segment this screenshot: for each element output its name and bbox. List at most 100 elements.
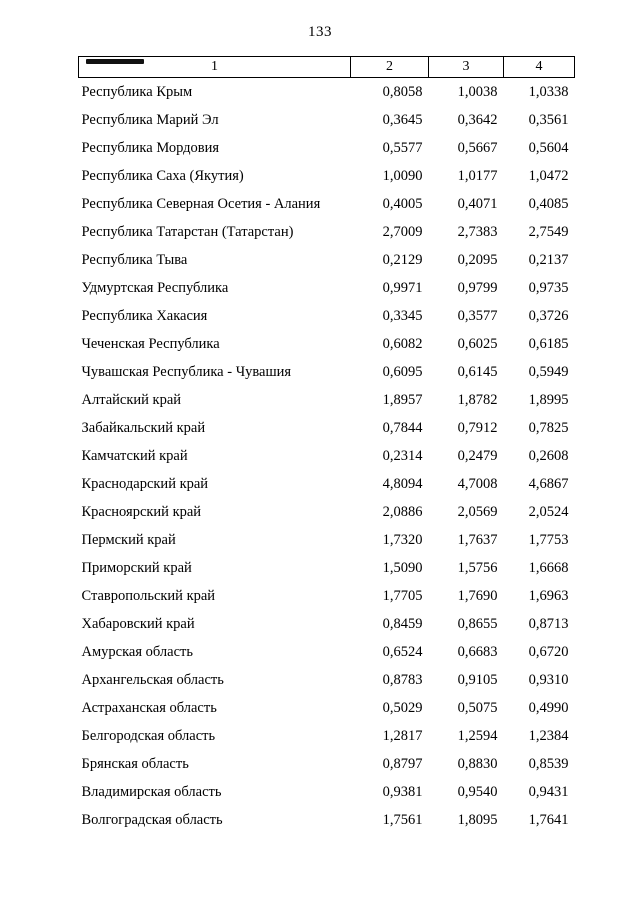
region-name: Республика Крым — [81, 83, 193, 100]
header-label-2: 2 — [386, 59, 393, 74]
table-row: Приморский край 1,5090 1,5756 1,6668 — [79, 554, 575, 582]
region-name: Приморский край — [81, 559, 192, 576]
value-cell: 0,9431 — [528, 783, 569, 800]
region-name: Республика Мордовия — [81, 139, 220, 156]
value-cell: 1,7641 — [528, 811, 569, 828]
value-cell: 0,2479 — [457, 447, 498, 464]
header-label-3: 3 — [462, 59, 470, 74]
header-cell-4: 4 — [503, 56, 575, 78]
table-row: Красноярский край 2,0886 2,0569 2,0524 — [79, 498, 575, 526]
value-cell: 0,6683 — [457, 643, 498, 660]
region-name: Владимирская область — [81, 783, 222, 800]
value-cell: 1,2594 — [457, 727, 498, 744]
value-cell: 0,9540 — [457, 783, 498, 800]
value-cell: 0,7912 — [457, 419, 498, 436]
value-cell: 0,6185 — [528, 335, 569, 352]
table-row: Волгоградская область 1,7561 1,8095 1,7641 — [79, 806, 575, 834]
value-cell: 1,8995 — [528, 391, 569, 408]
value-cell: 0,8830 — [457, 755, 498, 772]
value-cell: 1,7637 — [457, 531, 498, 548]
value-cell: 1,0338 — [528, 83, 569, 100]
value-cell: 1,7690 — [457, 587, 498, 604]
table-row: Архангельская область 0,8783 0,9105 0,9310 — [79, 666, 575, 694]
table-row: Республика Хакасия 0,3345 0,3577 0,3726 — [79, 302, 575, 330]
value-cell: 0,9799 — [457, 279, 498, 296]
value-cell: 0,5577 — [382, 139, 423, 156]
value-cell: 1,7753 — [528, 531, 569, 548]
region-name: Удмуртская Республика — [81, 279, 229, 296]
value-cell: 0,8539 — [528, 755, 569, 772]
table-body: Республика Крым 0,8058 1,0038 1,0338 Республ… — [79, 78, 575, 835]
table-row: Чеченская Республика 0,6082 0,6025 0,6185 — [79, 330, 575, 358]
value-cell: 2,7383 — [457, 223, 498, 240]
table-row: Ставропольский край 1,7705 1,7690 1,6963 — [79, 582, 575, 610]
value-cell: 0,7844 — [382, 419, 423, 436]
region-name: Брянская область — [81, 755, 189, 772]
value-cell: 1,7561 — [382, 811, 423, 828]
value-cell: 0,5667 — [457, 139, 498, 156]
value-cell: 0,3577 — [457, 307, 498, 324]
value-cell: 1,0090 — [382, 167, 423, 184]
value-cell: 1,7320 — [382, 531, 423, 548]
table-row: Краснодарский край 4,8094 4,7008 4,6867 — [79, 470, 575, 498]
region-name: Красноярский край — [81, 503, 202, 520]
value-cell: 1,2817 — [382, 727, 423, 744]
table-row: Пермский край 1,7320 1,7637 1,7753 — [79, 526, 575, 554]
region-name: Республика Татарстан (Татарстан) — [81, 223, 294, 240]
region-name: Забайкальский край — [81, 419, 206, 436]
value-cell: 0,4005 — [382, 195, 423, 212]
value-cell: 1,8957 — [382, 391, 423, 408]
value-cell: 4,6867 — [528, 475, 569, 492]
table-row: Белгородская область 1,2817 1,2594 1,2384 — [79, 722, 575, 750]
value-cell: 0,5949 — [528, 363, 569, 380]
table-row: Республика Тыва 0,2129 0,2095 0,2137 — [79, 246, 575, 274]
header-cell-3: 3 — [428, 56, 504, 78]
region-name: Архангельская область — [81, 671, 224, 688]
value-cell: 1,0177 — [457, 167, 498, 184]
table-row: Республика Татарстан (Татарстан) 2,7009 2,… — [79, 218, 575, 246]
value-cell: 0,9971 — [382, 279, 423, 296]
region-name: Амурская область — [81, 643, 193, 660]
value-cell: 0,9105 — [457, 671, 498, 688]
region-name: Чувашская Республика - Чувашия — [81, 363, 292, 380]
header-label-1: 1 — [211, 59, 218, 74]
header-cell-1: 1 — [78, 56, 351, 78]
value-cell: 0,6720 — [528, 643, 569, 660]
region-name: Алтайский край — [81, 391, 182, 408]
region-name: Республика Тыва — [81, 251, 188, 268]
value-cell: 0,2129 — [382, 251, 423, 268]
value-cell: 1,6963 — [528, 587, 569, 604]
table-row: Чувашская Республика - Чувашия 0,6095 0,61… — [79, 358, 575, 386]
value-cell: 1,2384 — [528, 727, 569, 744]
table-row: Республика Саха (Якутия) 1,0090 1,0177 1,04… — [79, 162, 575, 190]
header-cell-2: 2 — [350, 56, 429, 78]
regions-table: 1 2 3 4 Республика Крым 0,8058 1,0038 1,033… — [78, 56, 575, 834]
table-row: Республика Марий Эл 0,3645 0,3642 0,3561 — [79, 106, 575, 134]
region-name: Пермский край — [81, 531, 176, 548]
value-cell: 0,5604 — [528, 139, 569, 156]
region-name: Камчатский край — [81, 447, 188, 464]
value-cell: 0,2608 — [528, 447, 569, 464]
value-cell: 1,6668 — [528, 559, 569, 576]
value-cell: 2,7549 — [528, 223, 569, 240]
value-cell: 0,8058 — [382, 83, 423, 100]
table-row: Камчатский край 0,2314 0,2479 0,2608 — [79, 442, 575, 470]
table-row: Республика Мордовия 0,5577 0,5667 0,5604 — [79, 134, 575, 162]
value-cell: 2,7009 — [382, 223, 423, 240]
value-cell: 0,4990 — [528, 699, 569, 716]
value-cell: 0,2095 — [457, 251, 498, 268]
value-cell: 0,3645 — [382, 111, 423, 128]
region-name: Астраханская область — [81, 699, 217, 716]
value-cell: 0,6145 — [457, 363, 498, 380]
table-row: Астраханская область 0,5029 0,5075 0,4990 — [79, 694, 575, 722]
value-cell: 0,6095 — [382, 363, 423, 380]
scan-artifact — [86, 59, 144, 64]
header-label-4: 4 — [535, 59, 543, 74]
region-name: Республика Северная Осетия - Алания — [81, 195, 321, 212]
value-cell: 1,8095 — [457, 811, 498, 828]
value-cell: 0,9735 — [528, 279, 569, 296]
table-row: Владимирская область 0,9381 0,9540 0,9431 — [79, 778, 575, 806]
value-cell: 0,6082 — [382, 335, 423, 352]
value-cell: 4,8094 — [382, 475, 423, 492]
value-cell: 0,5029 — [382, 699, 423, 716]
